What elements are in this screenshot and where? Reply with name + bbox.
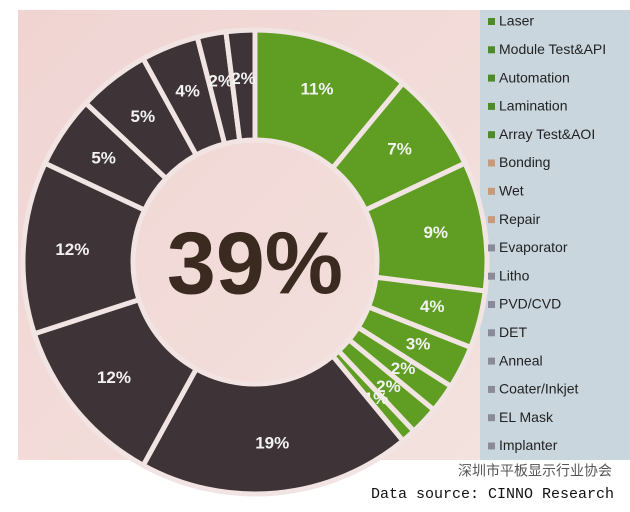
legend-label: Anneal	[499, 352, 543, 368]
legend-swatch	[488, 159, 495, 167]
legend-swatch	[488, 357, 495, 365]
legend-swatch	[488, 442, 495, 450]
donut-segment	[139, 352, 407, 497]
data-label: 12%	[55, 240, 89, 259]
legend-swatch	[488, 414, 495, 422]
legend-label: Repair	[499, 211, 541, 227]
legend-swatch	[488, 385, 495, 393]
watermark: 深圳市平板显示行业协会	[458, 463, 612, 479]
legend-label: Bonding	[499, 154, 550, 170]
data-label: 4%	[175, 81, 200, 100]
legend-label: EL Mask	[499, 409, 554, 425]
data-label: 11%	[300, 79, 333, 98]
data-label: 5%	[91, 149, 116, 168]
legend-label: Evaporator	[499, 239, 568, 255]
legend-label: Wet	[499, 183, 524, 199]
legend-swatch	[488, 272, 495, 280]
data-label: 12%	[97, 368, 131, 387]
legend-background	[480, 10, 630, 460]
source-note: Data source: CINNO Research	[371, 486, 614, 503]
data-label: 4%	[420, 297, 445, 316]
legend-label: Laser	[499, 13, 534, 29]
legend-swatch	[488, 74, 495, 82]
data-label: 2%	[391, 359, 416, 378]
legend-swatch	[488, 329, 495, 337]
legend-label: Coater/Inkjet	[499, 381, 578, 397]
data-label: 2%	[376, 377, 401, 396]
legend-label: Implanter	[499, 437, 558, 453]
legend-swatch	[488, 102, 495, 110]
legend-swatch	[488, 244, 495, 252]
legend-swatch	[488, 18, 495, 25]
legend-swatch	[488, 301, 495, 308]
data-label: 3%	[406, 335, 431, 354]
legend-label: PVD/CVD	[499, 296, 561, 312]
data-label: 5%	[131, 107, 156, 126]
legend-swatch	[488, 187, 495, 195]
legend-swatch	[488, 131, 495, 139]
data-label: 2%	[208, 72, 233, 91]
donut-segment	[223, 27, 258, 144]
legend-swatch	[488, 216, 495, 224]
data-label: 19%	[255, 434, 289, 453]
legend-label: Module Test&API	[499, 41, 606, 57]
data-label: 2%	[231, 69, 256, 88]
legend-label: Array Test&AOI	[499, 126, 595, 142]
data-label: 9%	[423, 223, 448, 242]
legend-label: Automation	[499, 69, 570, 85]
legend-swatch	[488, 46, 495, 54]
center-label: 39%	[167, 213, 343, 312]
data-label: 7%	[387, 139, 412, 158]
legend-label: DET	[499, 324, 527, 340]
legend-label: Litho	[499, 267, 530, 283]
legend-label: Lamination	[499, 98, 568, 114]
